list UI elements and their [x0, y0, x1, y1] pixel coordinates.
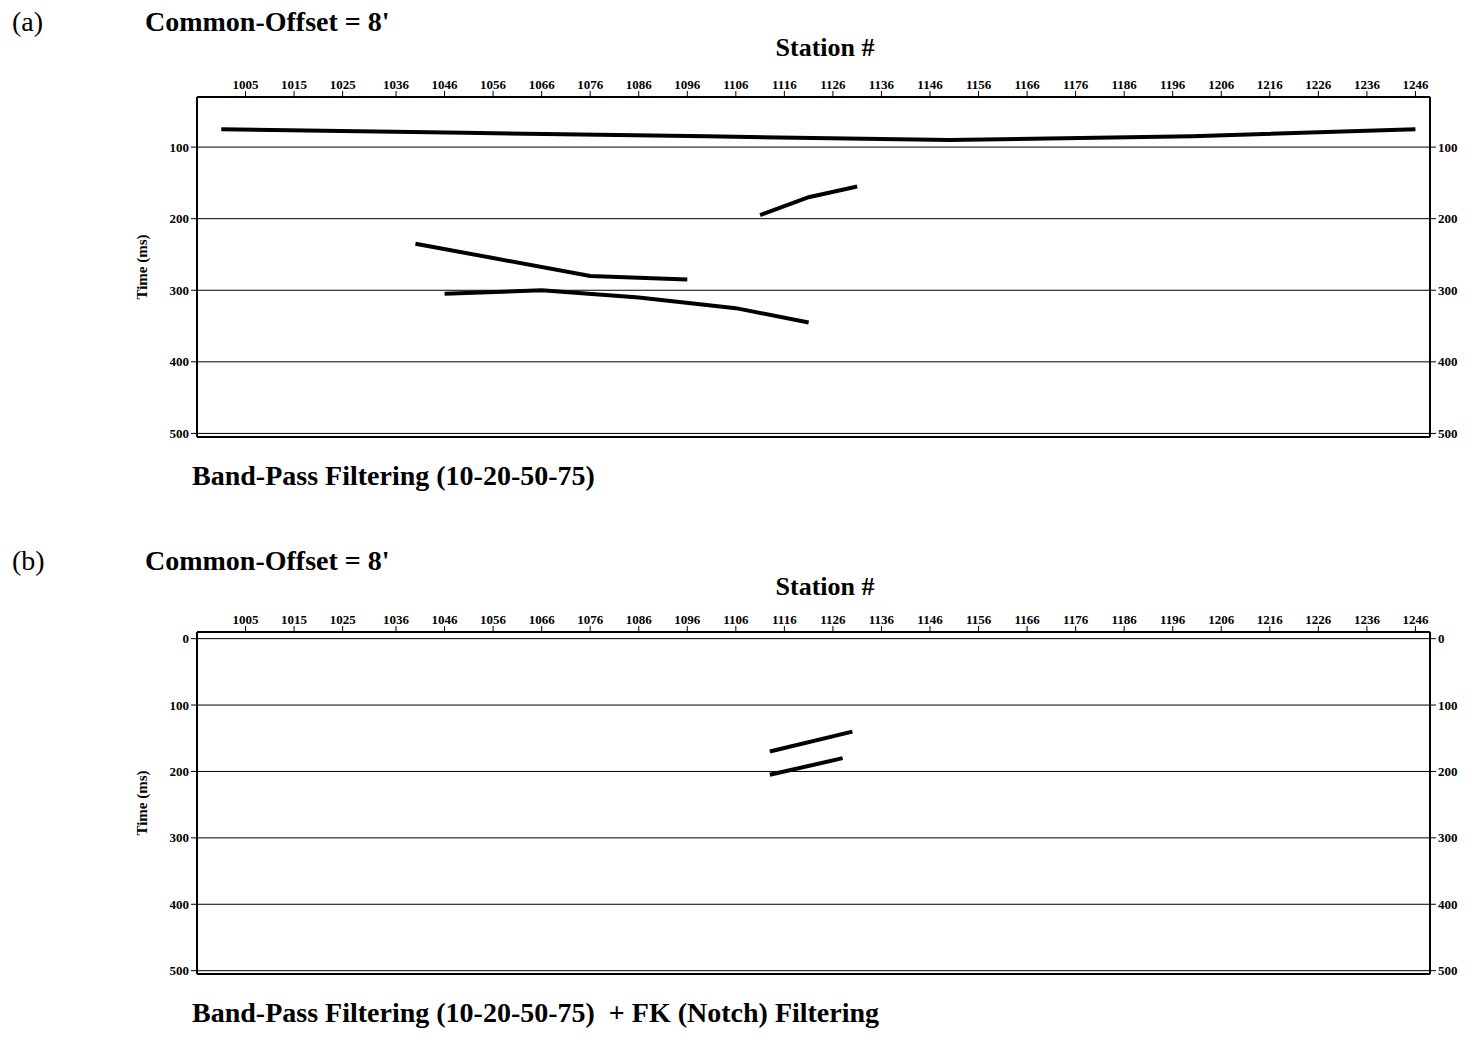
svg-text:1116: 1116 [772, 77, 797, 92]
svg-text:1036: 1036 [383, 612, 410, 627]
html-text:(a): (a) [12, 6, 44, 37]
svg-text:1206: 1206 [1208, 77, 1235, 92]
svg-text:200: 200 [170, 211, 190, 226]
svg-text:1146: 1146 [917, 612, 943, 627]
svg-text:300: 300 [170, 283, 190, 298]
svg-text:1136: 1136 [869, 612, 895, 627]
svg-text:1015: 1015 [281, 77, 308, 92]
svg-text:1096: 1096 [674, 612, 701, 627]
svg-text:1076: 1076 [577, 612, 604, 627]
svg-text:1176: 1176 [1063, 77, 1089, 92]
svg-text:1196: 1196 [1160, 77, 1186, 92]
html-text:Common-Offset = 8': Common-Offset = 8' [145, 6, 390, 37]
svg-text:0: 0 [183, 631, 190, 646]
svg-text:1226: 1226 [1305, 77, 1332, 92]
svg-text:1005: 1005 [233, 612, 260, 627]
svg-text:1136: 1136 [869, 77, 895, 92]
svg-text:0: 0 [1438, 631, 1445, 646]
svg-text:1156: 1156 [966, 77, 992, 92]
svg-text:100: 100 [170, 698, 190, 713]
svg-text:1216: 1216 [1257, 612, 1284, 627]
svg-text:200: 200 [1438, 764, 1458, 779]
svg-text:1015: 1015 [281, 612, 308, 627]
svg-text:500: 500 [170, 426, 190, 441]
svg-text:1066: 1066 [529, 612, 556, 627]
svg-text:500: 500 [1438, 963, 1458, 978]
svg-text:1106: 1106 [723, 77, 749, 92]
svg-text:300: 300 [1438, 830, 1458, 845]
svg-text:200: 200 [1438, 211, 1458, 226]
svg-text:1056: 1056 [480, 77, 507, 92]
html-text:(b): (b) [12, 545, 45, 576]
svg-text:1086: 1086 [626, 77, 653, 92]
svg-text:1186: 1186 [1112, 612, 1138, 627]
svg-text:1126: 1126 [820, 77, 846, 92]
svg-text:1216: 1216 [1257, 77, 1284, 92]
svg-text:1116: 1116 [772, 612, 797, 627]
svg-text:1106: 1106 [723, 612, 749, 627]
html-text:Station #: Station # [775, 572, 875, 601]
svg-text:1166: 1166 [1014, 77, 1040, 92]
svg-text:1056: 1056 [480, 612, 507, 627]
svg-text:1186: 1186 [1112, 77, 1138, 92]
svg-text:1226: 1226 [1305, 612, 1332, 627]
svg-text:1206: 1206 [1208, 612, 1235, 627]
svg-text:500: 500 [1438, 426, 1458, 441]
svg-text:1156: 1156 [966, 612, 992, 627]
svg-text:100: 100 [170, 140, 190, 155]
svg-text:1086: 1086 [626, 612, 653, 627]
html-text:Common-Offset = 8': Common-Offset = 8' [145, 545, 390, 576]
svg-text:1166: 1166 [1014, 612, 1040, 627]
svg-text:1176: 1176 [1063, 612, 1089, 627]
html-text:Band-Pass Filtering (10-20-50-: Band-Pass Filtering (10-20-50-75) + FK (… [192, 997, 880, 1028]
svg-text:500: 500 [170, 963, 190, 978]
svg-text:1236: 1236 [1354, 77, 1381, 92]
svg-text:400: 400 [1438, 354, 1458, 369]
html-text:Band-Pass Filtering (10-20-50-: Band-Pass Filtering (10-20-50-75) [192, 460, 595, 491]
svg-text:1046: 1046 [432, 77, 459, 92]
svg-text:100: 100 [1438, 698, 1458, 713]
svg-text:300: 300 [1438, 283, 1458, 298]
svg-text:400: 400 [170, 897, 190, 912]
svg-text:1246: 1246 [1402, 612, 1429, 627]
svg-text:Time (ms): Time (ms) [134, 234, 151, 299]
svg-text:1066: 1066 [529, 77, 556, 92]
svg-text:1025: 1025 [330, 612, 357, 627]
html-text:Station #: Station # [775, 33, 875, 62]
svg-text:1036: 1036 [383, 77, 410, 92]
svg-text:1246: 1246 [1402, 77, 1429, 92]
svg-text:1096: 1096 [674, 77, 701, 92]
svg-text:1126: 1126 [820, 612, 846, 627]
svg-text:300: 300 [170, 830, 190, 845]
svg-text:1076: 1076 [577, 77, 604, 92]
svg-text:1146: 1146 [917, 77, 943, 92]
svg-text:1046: 1046 [432, 612, 459, 627]
svg-text:1005: 1005 [233, 77, 260, 92]
svg-text:400: 400 [1438, 897, 1458, 912]
svg-text:400: 400 [170, 354, 190, 369]
svg-text:1025: 1025 [330, 77, 357, 92]
svg-text:100: 100 [1438, 140, 1458, 155]
svg-text:200: 200 [170, 764, 190, 779]
svg-text:Time (ms): Time (ms) [134, 770, 151, 835]
svg-text:1196: 1196 [1160, 612, 1186, 627]
svg-text:1236: 1236 [1354, 612, 1381, 627]
